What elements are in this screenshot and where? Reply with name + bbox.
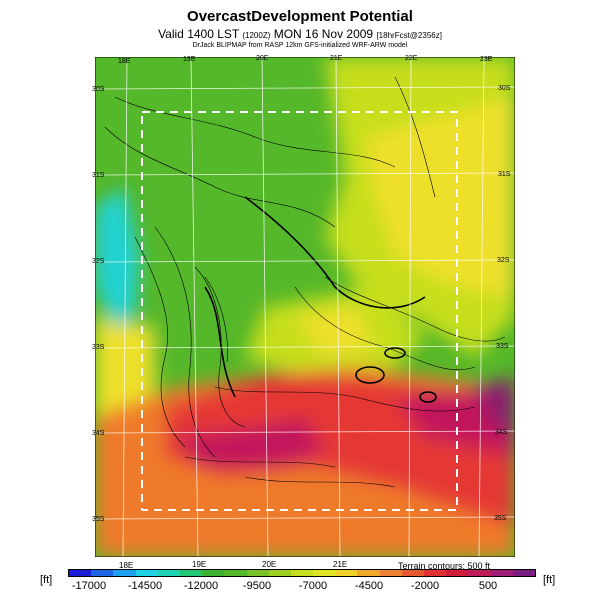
terrain-contour-note: Terrain contours: 500 ft <box>398 561 491 571</box>
meridian-22e <box>408 57 412 557</box>
lat-label-right: 30S <box>498 85 511 92</box>
colorbar-unit-right: [ft] <box>543 574 556 586</box>
parallel-35s <box>95 516 515 520</box>
colorbar-swatch <box>135 570 158 576</box>
colorbar-swatch <box>246 570 269 576</box>
colorbar-swatch <box>224 570 247 576</box>
colorbar-tick: 500 <box>478 580 498 592</box>
lon-label-top: 22E <box>405 55 418 62</box>
lat-label-left: 35S <box>92 516 105 523</box>
colorbar <box>68 569 536 577</box>
parallel-34s <box>95 430 515 434</box>
lon-label-top: 21E <box>330 55 343 62</box>
map-subtitle: Valid 1400 LST (1200Z) MON 16 Nov 2009 [… <box>0 27 600 41</box>
contour-line <box>244 196 426 309</box>
colorbar-swatch <box>379 570 402 576</box>
colorbar-swatch <box>179 570 203 576</box>
lat-label-left: 30S <box>92 86 105 93</box>
colorbar-tick: -17000 <box>71 580 107 592</box>
contour-line <box>184 456 336 468</box>
yellow-zone-central <box>295 307 375 357</box>
forecast-run: [18hrFcst@2356z] <box>376 31 442 40</box>
colorbar-swatch <box>69 570 92 576</box>
contour-line <box>134 236 186 448</box>
colorbar-swatch <box>268 570 291 576</box>
contour-line <box>154 226 216 458</box>
lat-label-right: 33S <box>496 343 509 350</box>
colorbar-tick: -7000 <box>298 580 328 592</box>
lat-label-right: 34S <box>495 429 508 436</box>
contour-line <box>114 96 396 168</box>
colorbar-swatch <box>468 570 491 576</box>
lat-label-right: 32S <box>497 257 510 264</box>
lon-label-top: 18E <box>118 58 131 65</box>
valid-date: MON 16 Nov 2009 <box>273 27 374 41</box>
colorbar-tick: -4500 <box>354 580 384 592</box>
parallel-33s <box>95 345 515 349</box>
lat-label-right: 35S <box>494 515 507 522</box>
colorbar-swatch <box>202 570 225 576</box>
colorbar-tick: -14500 <box>127 580 163 592</box>
meridian-20e <box>261 57 269 557</box>
lat-label-left: 31S <box>92 172 105 179</box>
contour-line <box>214 386 476 412</box>
lat-label-left: 34S <box>92 430 105 437</box>
colorbar-unit-left: [ft] <box>40 574 53 586</box>
inner-domain-boundary <box>141 111 458 511</box>
cyan-zone <box>95 187 140 327</box>
map-credit: DrJack BLIPMAP from RASP 12km GFS-initia… <box>192 42 408 49</box>
meridian-23e <box>478 57 485 557</box>
colorbar-swatch <box>335 570 358 576</box>
colorbar-swatch <box>113 570 136 576</box>
colorbar-swatch <box>446 570 469 576</box>
colorbar-swatch <box>91 570 114 576</box>
contour-line <box>204 276 228 363</box>
contour-line <box>204 286 236 398</box>
colorbar-swatch <box>401 570 424 576</box>
lat-label-left: 33S <box>92 344 105 351</box>
terrain-contours <box>104 76 506 488</box>
colorbar-swatch <box>313 570 336 576</box>
violet-zone-east <box>475 377 515 437</box>
parallel-31s <box>95 172 515 176</box>
yellow-zone-east <box>365 97 515 297</box>
colorbar-tick: -2000 <box>410 580 440 592</box>
contour-line <box>394 76 436 198</box>
contour-loop <box>419 391 437 403</box>
contour-loop <box>384 347 406 359</box>
colorbar-swatch <box>357 570 380 576</box>
lat-label-right: 31S <box>498 171 511 178</box>
contour-line <box>194 266 246 428</box>
utc-time: (1200Z) <box>242 31 271 40</box>
lon-label-bottom: 18E <box>119 561 134 570</box>
bold-contours <box>204 196 437 403</box>
parallel-30s <box>95 86 515 90</box>
meridian-18e <box>122 57 128 557</box>
colorbar-swatch <box>512 570 535 576</box>
colorbar-swatch <box>490 570 513 576</box>
forecast-map <box>95 57 515 557</box>
colorbar-tick: -9500 <box>242 580 272 592</box>
parallel-32s <box>95 259 515 263</box>
lon-label-bottom: 20E <box>262 560 277 569</box>
contour-line <box>244 476 396 488</box>
orange-zone-southwest <box>95 457 155 557</box>
lon-label-top: 23E <box>480 56 493 63</box>
colorbar-swatch <box>157 570 180 576</box>
meridian-21e <box>335 57 341 557</box>
map-title: OvercastDevelopment Potential <box>187 8 413 25</box>
lon-label-bottom: 19E <box>192 560 207 569</box>
lon-label-bottom: 21E <box>333 560 348 569</box>
colorbar-tick: -12000 <box>183 580 219 592</box>
colorbar-swatch <box>290 570 314 576</box>
lon-label-top: 20E <box>256 55 269 62</box>
lat-label-left: 32S <box>92 258 105 265</box>
contour-line <box>104 126 336 228</box>
lat-lon-grid <box>95 57 515 557</box>
valid-time: Valid 1400 LST <box>158 27 240 41</box>
lon-label-top: 19E <box>183 56 196 63</box>
meridian-19e <box>190 57 199 557</box>
contour-loop <box>355 366 385 384</box>
colorbar-swatch <box>424 570 447 576</box>
